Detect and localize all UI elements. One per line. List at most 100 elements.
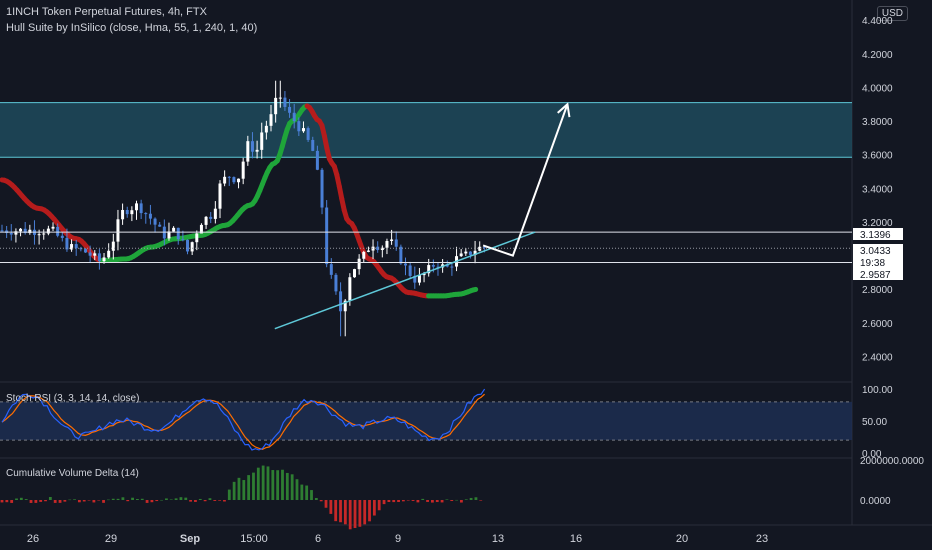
candle <box>223 170 227 187</box>
cvd-bar <box>464 499 468 500</box>
candle <box>60 232 64 242</box>
time-tick: 26 <box>27 533 39 545</box>
rsi-d-line <box>1 393 486 450</box>
candle <box>436 262 440 276</box>
candle <box>325 200 329 268</box>
cvd-bar <box>145 500 149 503</box>
candle-body <box>315 150 319 170</box>
candle-body <box>404 263 408 266</box>
candle <box>116 209 120 251</box>
cvd-bar <box>401 500 405 502</box>
horizontal-lines <box>0 231 852 264</box>
candle <box>107 243 111 259</box>
candle <box>74 240 78 256</box>
price-tick: 3.2000 <box>862 218 893 229</box>
candle-body <box>83 249 87 253</box>
candle-body <box>427 265 431 274</box>
cvd-bar <box>474 497 478 500</box>
candle <box>320 167 324 215</box>
candle-body <box>334 274 338 292</box>
cvd-bar <box>392 500 396 503</box>
candle <box>357 254 361 275</box>
candle <box>176 227 180 245</box>
candle <box>343 298 347 337</box>
candle-body <box>65 237 69 250</box>
cvd-bar <box>63 500 67 502</box>
candle <box>385 238 389 255</box>
candle-body <box>357 258 361 270</box>
cvd-bar <box>334 500 338 522</box>
candle-body <box>390 239 394 242</box>
candle <box>292 103 296 129</box>
candle-body <box>227 176 231 178</box>
price-label: 3.0433 <box>853 244 903 257</box>
cvd-bar <box>169 499 173 501</box>
candle-body <box>311 139 315 151</box>
candle-body <box>56 226 60 236</box>
cvd-bar <box>223 500 226 502</box>
hull-segment <box>470 286 479 293</box>
cvd-bar <box>319 500 323 502</box>
candle <box>404 257 408 276</box>
cvd-bar <box>106 499 110 501</box>
cvd-bar <box>324 500 328 508</box>
cvd-label[interactable]: Cumulative Volume Delta (14) <box>6 468 139 479</box>
cvd-bar <box>440 500 444 503</box>
candle <box>394 231 398 251</box>
candle <box>93 250 97 261</box>
cvd-bar <box>155 500 159 502</box>
candle-body <box>167 231 171 239</box>
candle-body <box>292 112 296 122</box>
candle-body <box>70 244 74 250</box>
candle <box>455 246 459 272</box>
cvd-bar <box>48 497 52 500</box>
price-label-bg <box>853 244 903 256</box>
trendline <box>274 231 536 330</box>
candle-body <box>301 128 305 132</box>
candle-body <box>111 241 115 251</box>
candle <box>232 176 236 185</box>
chart-title: 1INCH Token Perpetual Futures, 4h, FTX <box>6 6 207 18</box>
cvd-bar <box>150 500 154 503</box>
candle <box>329 258 333 279</box>
candle <box>204 215 208 229</box>
candle <box>125 206 129 218</box>
candle-body <box>190 242 194 252</box>
candle-body <box>464 251 468 254</box>
candle <box>288 99 292 118</box>
candle-body <box>199 224 203 234</box>
candle <box>111 233 115 260</box>
candle-body <box>394 239 398 247</box>
cvd-bar <box>242 480 246 500</box>
candle-body <box>241 161 245 179</box>
candle <box>172 226 176 232</box>
candle-body <box>158 224 162 227</box>
cvd-bar <box>68 499 72 501</box>
price-label-bg <box>853 268 903 280</box>
cvd-bar <box>455 499 458 501</box>
candle-body <box>376 246 380 251</box>
candle <box>417 267 421 286</box>
candle <box>371 239 375 260</box>
candle <box>306 126 310 142</box>
candle-body <box>107 250 111 258</box>
cvd-bar <box>15 498 18 500</box>
candle-body <box>399 246 403 264</box>
time-tick: Sep <box>180 533 200 545</box>
cvd-bar <box>102 500 105 503</box>
cvd-bar <box>19 497 23 500</box>
candle-body <box>102 257 106 262</box>
currency-button[interactable]: USD <box>876 6 908 21</box>
candle-body <box>97 253 101 262</box>
stoch-rsi-label[interactable]: Stoch RSI (3, 3, 14, 14, close) <box>6 393 139 404</box>
cvd-tick: 0.0000 <box>860 496 891 507</box>
price-tick: 2.8000 <box>862 285 893 296</box>
cvd-bar <box>387 500 391 503</box>
cvd-bar <box>372 500 376 516</box>
candle <box>83 248 87 253</box>
cvd-bar <box>314 497 318 500</box>
cvd-bar <box>450 500 454 502</box>
indicator-label[interactable]: Hull Suite by InSilico (close, Hma, 55, … <box>6 22 258 34</box>
price-label-bg <box>853 228 903 240</box>
